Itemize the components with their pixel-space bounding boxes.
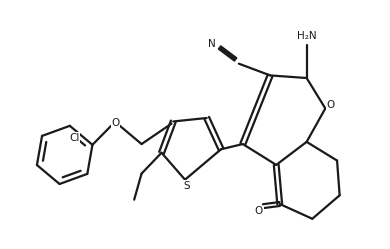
Text: O: O [255,206,263,216]
Text: O: O [112,118,120,128]
Text: S: S [184,181,190,191]
Text: N: N [208,39,216,49]
Text: H₂N: H₂N [297,31,316,41]
Text: O: O [327,100,335,110]
Text: Cl: Cl [69,133,79,143]
